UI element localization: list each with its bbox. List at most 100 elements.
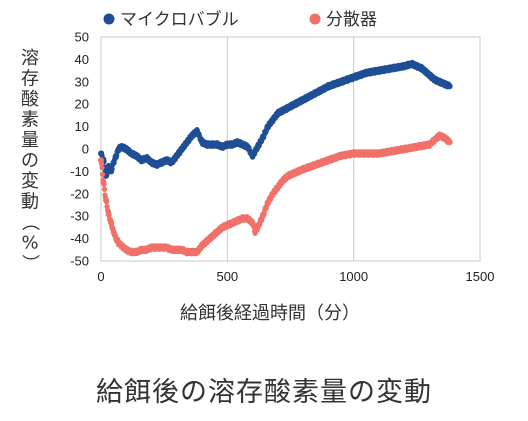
data-point [100, 179, 107, 186]
data-point [103, 197, 110, 204]
data-point [234, 217, 241, 224]
y-axis-label-char: % [21, 233, 38, 254]
data-point [148, 159, 155, 166]
data-point [244, 215, 251, 222]
data-point [269, 190, 276, 197]
data-point [441, 134, 448, 141]
data-point [287, 103, 294, 110]
y-axis-label-char: ） [19, 254, 40, 272]
data-point [158, 159, 165, 166]
y-axis-label-char: の [21, 151, 39, 172]
data-point [388, 148, 395, 155]
data-point [295, 168, 302, 175]
data-point [413, 63, 420, 70]
data-point [338, 152, 345, 159]
x-tick-label: 500 [216, 269, 238, 284]
y-tick-label: -50 [70, 254, 89, 269]
data-point [375, 150, 382, 157]
legend-marker [103, 13, 115, 25]
x-axis-label: 給餌後経過時間（分） [180, 303, 360, 324]
x-tick-labels: 0 500 1000 1500 [97, 269, 494, 284]
y-axis-label-char: 変 [21, 171, 39, 192]
data-point [168, 246, 175, 253]
data-point [158, 244, 165, 251]
data-point [229, 219, 236, 226]
data-point [363, 69, 370, 76]
data-point [284, 172, 291, 179]
data-point [426, 141, 433, 148]
data-point [110, 228, 117, 235]
data-point [375, 67, 382, 74]
data-point [98, 150, 104, 157]
data-point [173, 152, 180, 159]
data-point [224, 222, 231, 229]
data-point [274, 184, 281, 191]
y-axis-label-char: 量 [21, 130, 39, 151]
data-point [143, 154, 150, 161]
data-point [254, 224, 261, 231]
figure-caption: 給餌後の溶存酸素量の変動 [96, 377, 432, 408]
data-point [436, 78, 443, 85]
data-point [249, 152, 256, 159]
data-point [401, 146, 408, 152]
data-point [143, 246, 150, 253]
data-point [426, 72, 433, 79]
data-point [363, 150, 370, 157]
legend-label: 分散器 [326, 10, 377, 30]
y-tick-label: -30 [70, 209, 89, 224]
data-point [413, 143, 420, 150]
data-point [163, 244, 170, 251]
data-point [264, 199, 271, 206]
data-point [123, 246, 130, 253]
x-tick-label: 1000 [339, 269, 368, 284]
y-axis-label-char: （ [19, 213, 40, 231]
data-point [252, 228, 259, 235]
y-tick-label: 0 [82, 142, 89, 157]
data-point [418, 65, 425, 72]
data-point [325, 157, 332, 164]
legend-marker [309, 13, 321, 25]
data-point [199, 242, 206, 249]
y-tick-label: 50 [75, 30, 89, 45]
data-point [194, 128, 201, 135]
data-point [178, 146, 185, 152]
y-tick-label: 30 [75, 74, 89, 89]
data-point [133, 249, 140, 256]
data-point [312, 161, 319, 168]
y-tick-label: 20 [75, 97, 89, 112]
data-point [209, 141, 216, 148]
data-point [259, 134, 266, 141]
plot-frame [100, 36, 481, 262]
data-point [163, 157, 170, 164]
data-point [264, 123, 271, 130]
data-point [183, 139, 190, 146]
data-point [441, 81, 448, 88]
data-point [290, 170, 297, 177]
y-tick-label: 10 [75, 119, 89, 134]
data-point [188, 132, 195, 139]
data-point [300, 166, 307, 173]
y-axis-label-char: 溶 [21, 48, 39, 69]
data-point [118, 143, 125, 150]
data-point [446, 83, 453, 90]
data-point [128, 249, 135, 256]
data-point [108, 168, 115, 175]
data-point [312, 90, 319, 96]
data-point [239, 141, 246, 148]
data-point [188, 249, 195, 256]
data-point [128, 150, 135, 157]
data-point [388, 65, 395, 72]
y-tick-labels: -50 -40 -30 -20 -10 0 10 20 30 40 50 [70, 30, 89, 269]
data-point [431, 137, 438, 144]
y-tick-label: -20 [70, 186, 89, 201]
data-point [153, 244, 160, 251]
data-point [436, 132, 443, 139]
y-tick-label: -40 [70, 231, 89, 246]
series-point-dense [101, 186, 108, 192]
data-point [325, 83, 332, 90]
y-axis-label-char: 動 [21, 192, 39, 213]
data-point [446, 139, 453, 146]
data-point [300, 96, 307, 103]
